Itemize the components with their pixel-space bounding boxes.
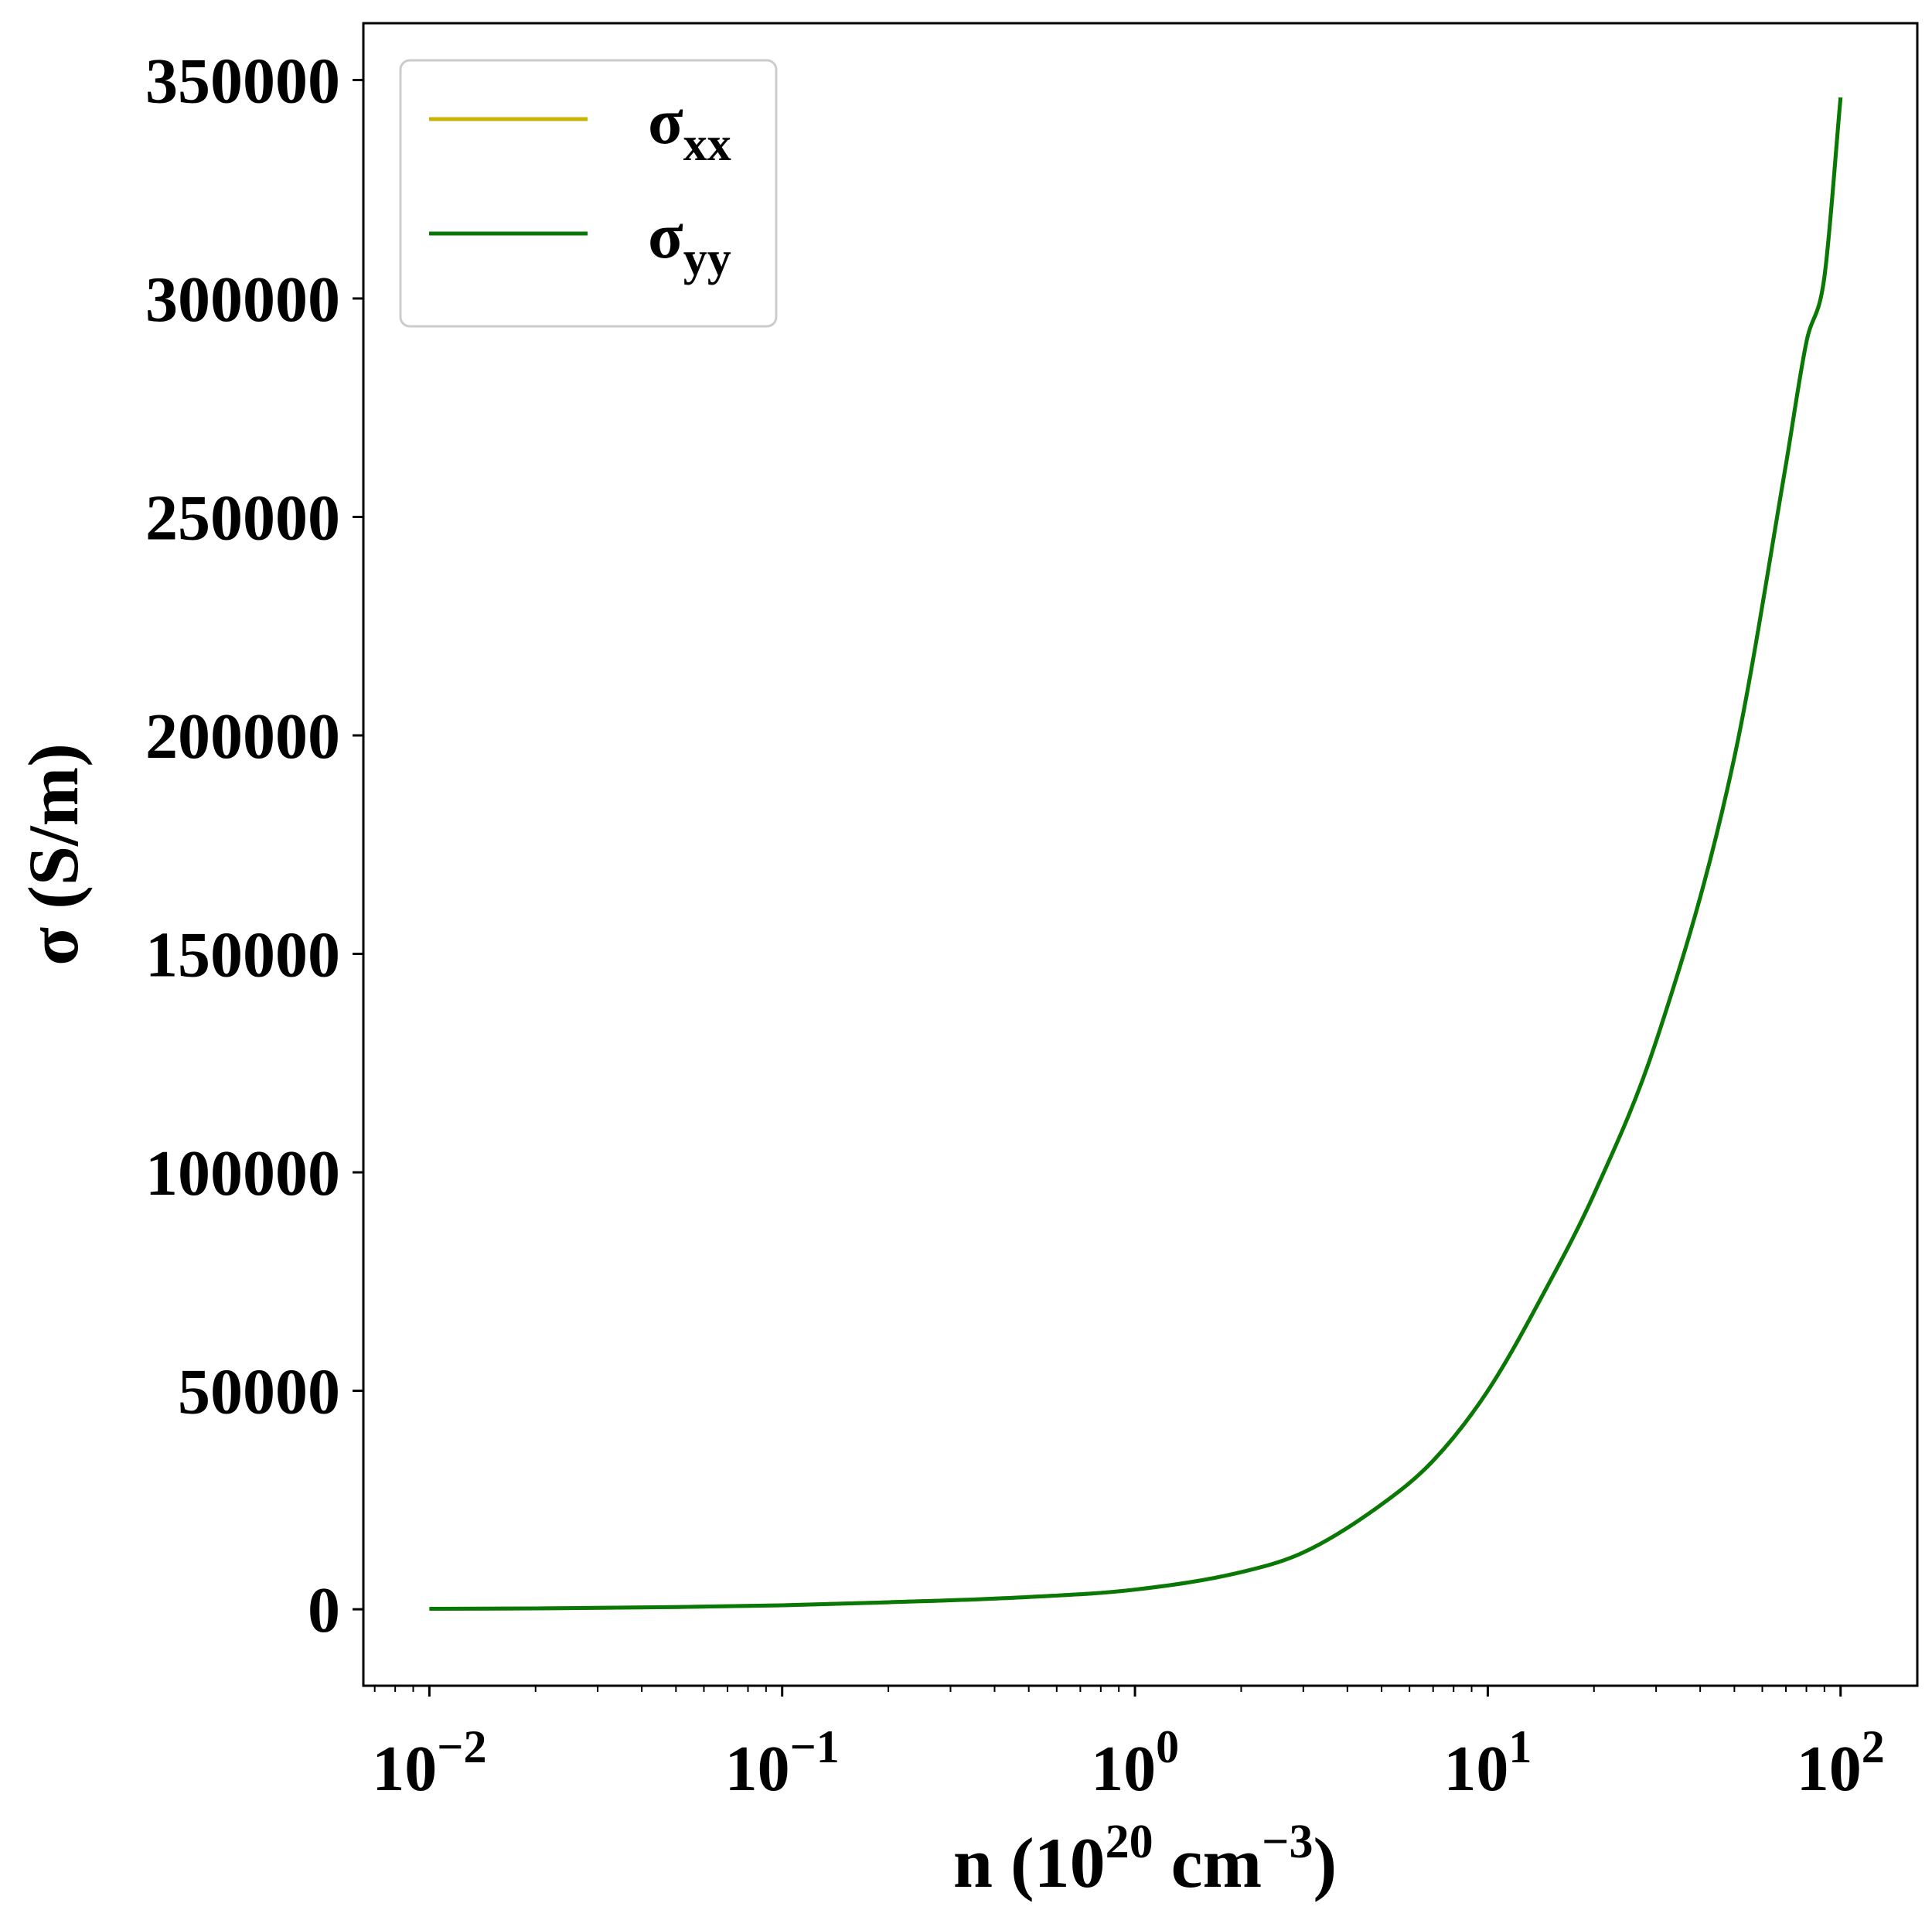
y-tick-label: 0 [308,1574,340,1646]
y-tick-label: 200000 [145,701,340,773]
y-tick-label: 100000 [145,1137,340,1209]
x-axis-ticks: 10−2 10−1 100 101 102 [372,1686,1885,1805]
legend: σxx σyy [399,59,778,328]
y-tick-label: 250000 [145,483,340,554]
legend-label-sigma-xx: σxx [648,86,731,171]
y-tick-label: 300000 [145,264,340,336]
y-axis-label: σ (S/m) [14,743,93,966]
x-tick-label: 10−1 [725,1721,840,1805]
legend-label-sigma-yy: σyy [648,200,731,285]
x-axis-label-base: n (10 [953,1823,1106,1902]
series-line-1 [429,97,1843,1612]
y-tick-label: 350000 [145,45,340,117]
legend-box [399,59,778,328]
x-axis-label-exp1: 20 [1106,1816,1153,1868]
y-axis-ticks: 0 50000 100000 150000 200000 250000 300000 3500… [145,45,363,1646]
x-tick-label: 102 [1797,1721,1885,1805]
y-tick-label: 150000 [145,919,340,991]
x-axis-label: n (1020 cm−3) [953,1816,1337,1902]
x-tick-label: 101 [1443,1721,1532,1805]
x-axis-label-mid: cm [1153,1823,1262,1902]
x-tick-label: 100 [1091,1721,1179,1805]
x-axis-label-exp2: −3 [1262,1816,1313,1868]
series-layer [429,97,1843,1612]
y-tick-label: 50000 [178,1356,340,1428]
plot-frame [362,22,1919,1687]
x-axis-label-end: ) [1314,1823,1337,1902]
x-tick-label: 10−2 [372,1721,486,1805]
